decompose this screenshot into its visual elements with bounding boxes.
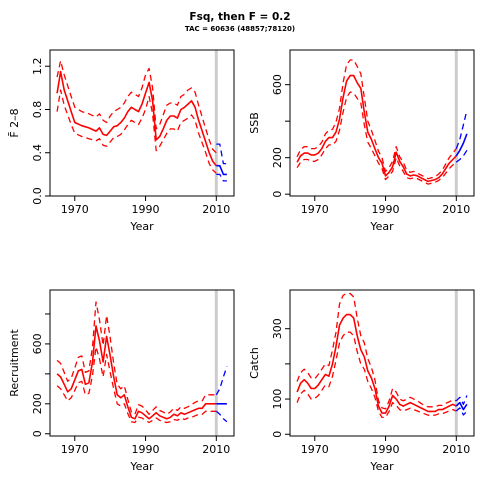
x-tick-label: 1970 [301,203,329,216]
y-tick-label: 0 [271,191,284,198]
series-line-projection-lower [455,407,468,416]
y-tick-label: 0.0 [31,187,44,205]
series-line-estimate [296,74,457,183]
x-tick-label: 2010 [442,443,470,456]
y-axis-label: Catch [248,347,261,379]
figure-subtitle: TAC = 60636 (48857;78120) [185,25,295,33]
series-line-projection [455,401,468,411]
series-line-upper [56,301,217,415]
series-line-projection [216,164,227,176]
y-tick-label: 0 [31,430,44,437]
chart-panel-catch: 1970 1990 2010 Year 0 100 300 Catch [248,289,475,473]
plot-frame [289,289,475,437]
y-tick-label: 0.8 [31,101,44,119]
series-line-estimate [56,70,217,167]
series-line-upper [296,292,457,410]
x-tick-label: 2010 [202,203,230,216]
series-line-estimate [56,325,217,420]
y-tick-label: 1.2 [31,57,44,75]
x-axis-label: Year [369,220,394,233]
y-tick-label: 300 [271,318,284,339]
chart-panel-f: 1970 1990 2010 Year 0.0 0.4 0.8 1.2 F̄ 2–8 [8,49,235,233]
series-line-projection-lower [215,410,228,423]
x-tick-label: 2010 [202,443,230,456]
y-tick-label: 200 [271,147,284,168]
x-tick-label: 1990 [372,203,400,216]
x-tick-label: 2010 [442,203,470,216]
x-tick-label: 1990 [372,443,400,456]
series-line-lower [296,91,457,185]
figure-title: Fsq, then F = 0.2 [189,11,290,23]
y-axis-label: F̄ 2–8 [8,108,21,137]
x-axis-label: Year [129,460,154,473]
plot-frame [49,289,235,437]
chart-panel-ssb: 1970 1990 2010 Year 0 200 600 SSB [248,49,475,233]
series-line-upper [56,60,217,154]
y-axis-label: SSB [248,112,261,134]
x-tick-label: 1970 [61,203,89,216]
series-line-projection-upper [215,366,228,396]
chart-panel-recruitment: 1970 1990 2010 Year 0 200 600 Recruitment [8,289,235,473]
series-line-lower [296,331,457,419]
series-line-estimate [296,313,457,414]
series-line-projection-upper [455,395,468,405]
series-line-projection-lower [216,173,227,182]
series-line-projection [455,133,468,157]
series-line-lower [56,89,217,174]
x-tick-label: 1970 [61,443,89,456]
series-line-projection-lower [455,150,468,163]
x-axis-label: Year [369,460,394,473]
y-axis-label: Recruitment [8,329,21,397]
y-tick-label: 0.4 [31,144,44,162]
x-tick-label: 1990 [132,203,160,216]
y-tick-label: 100 [271,389,284,410]
y-tick-label: 600 [271,74,284,95]
y-tick-label: 0 [271,431,284,438]
series-line-lower [56,346,217,424]
plot-frame [289,49,475,197]
x-tick-label: 1990 [132,443,160,456]
x-tick-label: 1970 [301,443,329,456]
y-tick-label: 600 [31,333,44,354]
plot-frame [49,49,235,197]
series-line-upper [296,59,457,180]
x-axis-label: Year [129,220,154,233]
series-line-projection-upper [455,110,468,149]
y-tick-label: 200 [31,393,44,414]
series-line-projection-upper [216,143,227,165]
